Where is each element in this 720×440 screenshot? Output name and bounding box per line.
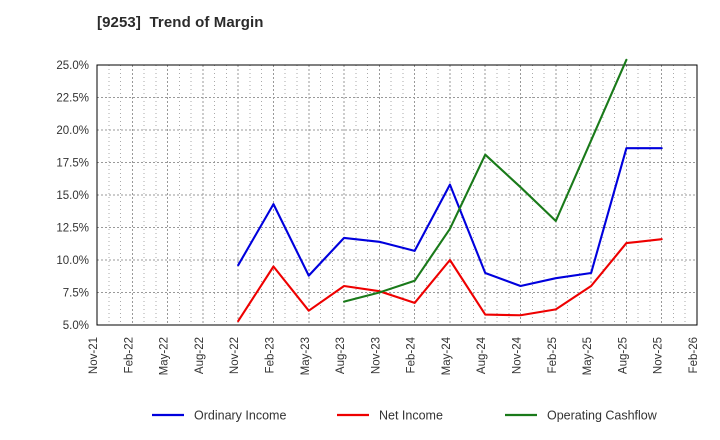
- x-axis-tick-label: May-23: [300, 337, 312, 375]
- series-line: [237, 147, 663, 288]
- y-axis-tick-label: 15.0%: [56, 190, 89, 202]
- x-axis-tick-label: May-25: [582, 337, 594, 375]
- series-line: [343, 58, 628, 303]
- y-axis-labels: 5.0% 7.5% 10.0% 12.5% 15.0% 17.5% 20.0% 22.5% 25…: [56, 60, 89, 332]
- series-line: [237, 238, 663, 323]
- x-axis-tick-label: Aug-22: [194, 337, 206, 374]
- x-axis-tick-label: Nov-21: [88, 337, 100, 374]
- y-axis-tick-label: 25.0%: [56, 60, 89, 72]
- x-axis-tick-label: Feb-26: [688, 337, 700, 373]
- y-axis-tick-label: 10.0%: [56, 255, 89, 267]
- x-axis-tick-label: Feb-24: [406, 336, 418, 373]
- legend-item-label: Operating Cashflow: [547, 409, 658, 423]
- x-axis-labels: Nov-21 Feb-22 May-22 Aug-22 Nov-22 Feb-23 May-…: [88, 336, 700, 375]
- x-axis-tick-label: Nov-22: [229, 337, 241, 374]
- x-axis-tick-label: May-22: [159, 337, 171, 375]
- y-axis-tick-label: 17.5%: [56, 158, 89, 170]
- x-axis-tick-label: Aug-23: [335, 337, 347, 374]
- y-axis-tick-label: 5.0%: [63, 320, 89, 332]
- y-axis-tick-label: 20.0%: [56, 125, 89, 137]
- x-axis-tick-label: May-24: [441, 336, 453, 375]
- y-axis-tick-label: 12.5%: [56, 223, 89, 235]
- y-axis-tick-label: 22.5%: [56, 93, 89, 105]
- x-axis-tick-label: Feb-22: [123, 337, 135, 373]
- x-axis-tick-label: Nov-24: [512, 336, 524, 374]
- chart-title: [9253] Trend of Margin: [97, 14, 264, 31]
- x-axis-tick-label: Feb-23: [264, 337, 276, 373]
- legend-item-label: Net Income: [379, 409, 443, 423]
- x-axis-tick-label: Aug-25: [617, 337, 629, 374]
- plot-frame: [96, 64, 698, 326]
- x-axis-tick-label: Aug-24: [476, 336, 488, 374]
- x-axis-tick-label: Nov-25: [653, 337, 665, 374]
- chart-legend: Ordinary Income Net Income Operating Cashf…: [152, 409, 658, 423]
- x-axis-tick-label: Nov-23: [370, 337, 382, 374]
- legend-item-label: Ordinary Income: [194, 409, 286, 423]
- x-axis-tick-label: Feb-25: [547, 337, 559, 373]
- series-lines: [237, 58, 663, 323]
- y-axis-tick-label: 7.5%: [63, 288, 89, 300]
